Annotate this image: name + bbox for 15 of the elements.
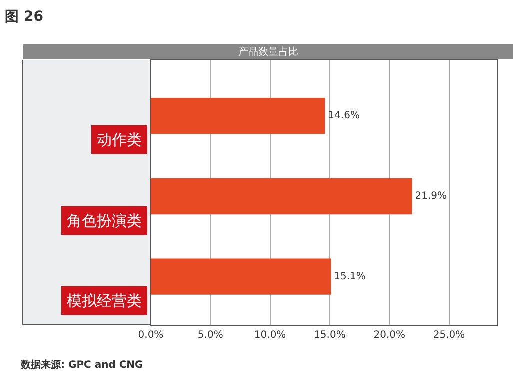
x-tick-label: 15.0%: [314, 330, 346, 341]
y-tick-label: 动作类: [97, 131, 142, 149]
data-label: 21.9%: [415, 191, 448, 202]
text: 图 26: [5, 8, 44, 25]
x-tick-label: 20.0%: [374, 330, 406, 341]
x-tick-label: 0.0%: [138, 330, 164, 341]
y-tick-label: 角色扮演类: [67, 212, 142, 230]
x-tick-label: 10.0%: [254, 330, 286, 341]
x-tick-label: 25.0%: [433, 330, 466, 341]
data-label: 14.6%: [328, 110, 360, 122]
x-tick-label: 5.0%: [198, 330, 224, 341]
chart-subtitle: 产品数量占比: [238, 46, 298, 58]
source-note: 数据来源: GPC and CNG: [20, 359, 144, 371]
data-label: 15.1%: [334, 271, 366, 282]
y-tick-label: 模拟经营类: [67, 292, 142, 310]
